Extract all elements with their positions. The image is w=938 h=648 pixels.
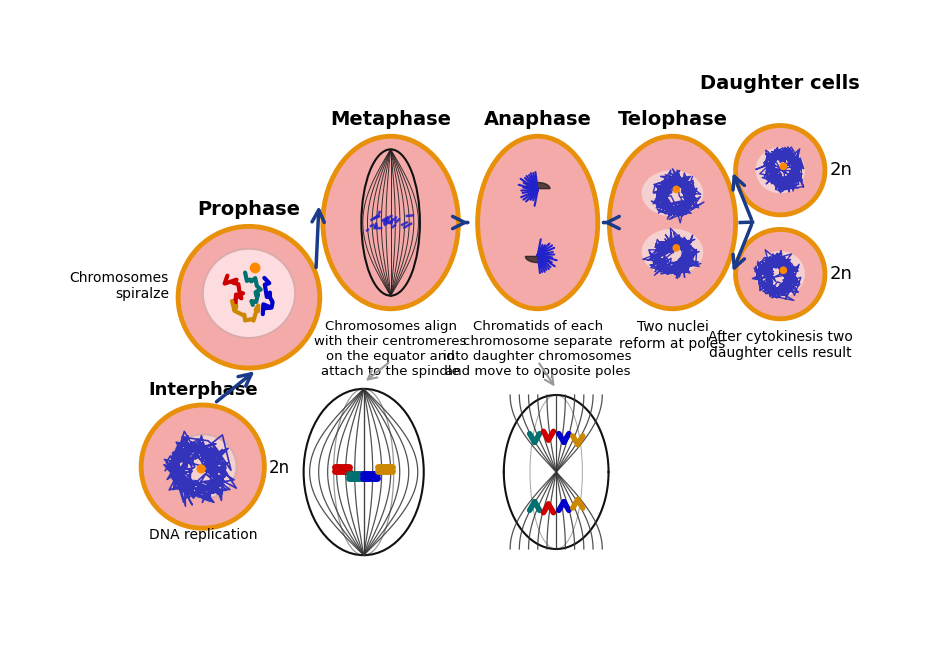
Ellipse shape xyxy=(642,170,704,216)
Text: After cytokinesis two
daughter cells result: After cytokinesis two daughter cells res… xyxy=(708,330,853,360)
Ellipse shape xyxy=(756,147,805,193)
Circle shape xyxy=(673,185,680,193)
Text: Daughter cells: Daughter cells xyxy=(701,74,860,93)
Text: Chromatids of each
chromosome separate
into daughter chromosomes
and move to opp: Chromatids of each chromosome separate i… xyxy=(444,320,632,378)
Ellipse shape xyxy=(756,251,805,297)
Circle shape xyxy=(735,126,825,215)
Circle shape xyxy=(178,226,320,368)
Circle shape xyxy=(197,465,205,474)
Circle shape xyxy=(779,266,787,274)
Circle shape xyxy=(673,244,680,252)
Text: Interphase: Interphase xyxy=(148,381,258,399)
Ellipse shape xyxy=(610,136,735,308)
Text: Metaphase: Metaphase xyxy=(330,110,451,128)
Polygon shape xyxy=(525,257,550,262)
Ellipse shape xyxy=(642,229,704,275)
Circle shape xyxy=(250,262,261,273)
Text: Anaphase: Anaphase xyxy=(484,110,592,128)
Text: 2n: 2n xyxy=(269,459,290,477)
Text: Chromosomes
spiralze: Chromosomes spiralze xyxy=(69,271,169,301)
Circle shape xyxy=(779,163,787,170)
Ellipse shape xyxy=(203,249,295,338)
Text: Two nuclei
reform at poles: Two nuclei reform at poles xyxy=(619,320,726,351)
Circle shape xyxy=(141,405,265,528)
Ellipse shape xyxy=(169,434,236,499)
Text: Prophase: Prophase xyxy=(198,200,300,218)
Text: 2n: 2n xyxy=(829,161,853,179)
Text: 2n: 2n xyxy=(829,265,853,283)
Circle shape xyxy=(735,229,825,319)
Polygon shape xyxy=(525,183,550,189)
Text: DNA replication: DNA replication xyxy=(148,528,257,542)
Text: Chromosomes align
with their centromeres
on the equator and
attach to the spindl: Chromosomes align with their centromeres… xyxy=(314,320,467,378)
Text: Telophase: Telophase xyxy=(617,110,728,128)
Ellipse shape xyxy=(323,136,459,308)
Ellipse shape xyxy=(477,136,598,308)
